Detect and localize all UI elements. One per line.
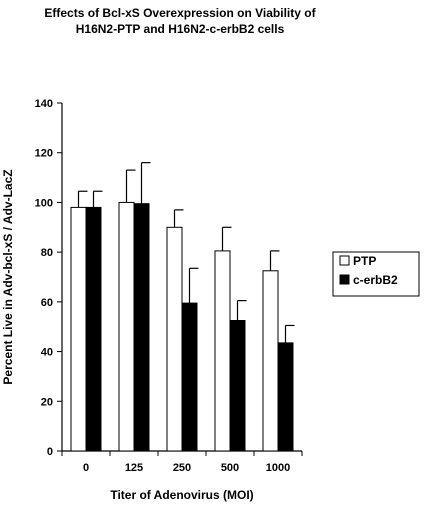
x-axis-label: Titer of Adenovirus (MOI)	[110, 488, 253, 502]
bar-ptp	[70, 206, 87, 452]
x-tick-label: 250	[173, 462, 191, 474]
bar-c-erbb2	[229, 320, 246, 452]
bar-c-erbb2	[133, 203, 150, 452]
y-tick-label: 120	[35, 148, 53, 160]
x-tick-label: 125	[125, 462, 143, 474]
y-tick-label: 140	[35, 98, 53, 110]
legend: PTP c-erbB2	[332, 251, 420, 297]
x-tick-label: 500	[221, 462, 239, 474]
bar-ptp	[166, 226, 183, 452]
y-tick-label: 100	[35, 197, 53, 209]
y-tick-label: 0	[47, 446, 53, 458]
y-tick-label: 20	[41, 396, 53, 408]
bar-ptp	[118, 201, 135, 452]
x-tick-label: 1000	[266, 462, 290, 474]
bar-ptp	[262, 270, 279, 452]
legend-swatch-c-erbb2	[339, 274, 350, 285]
chart-title-line-1: Effects of Bcl-xS Overexpression on Viab…	[44, 6, 316, 20]
legend-label-c-erbb2: c-erbB2	[353, 273, 398, 287]
bar-ptp	[214, 250, 231, 452]
y-tick-label: 80	[41, 247, 53, 259]
legend-swatch-ptp	[339, 255, 350, 266]
bar-c-erbb2	[277, 342, 294, 452]
y-tick-label: 40	[41, 347, 53, 359]
chart-title-line-2: H16N2-PTP and H16N2-c-erbB2 cells	[76, 22, 285, 36]
x-tick-label: 0	[83, 462, 89, 474]
legend-label-ptp: PTP	[353, 254, 376, 268]
bar-c-erbb2	[181, 302, 198, 452]
bar-c-erbb2	[85, 206, 102, 452]
plot-area: 0 20 40 60 80 100 120 140 0 125 250 500 1000	[35, 98, 303, 474]
y-axis-label: Percent Live in Adv-bcl-xS / Adv-LacZ	[1, 169, 15, 384]
y-tick-label: 60	[41, 297, 53, 309]
